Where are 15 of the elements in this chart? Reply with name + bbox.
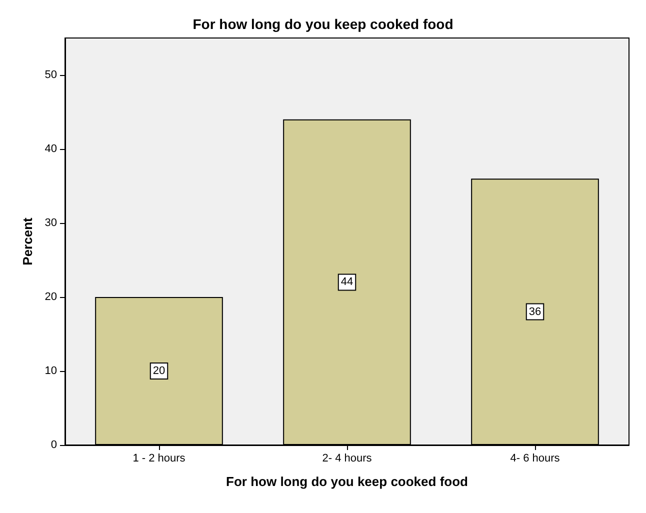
data-label: 20: [152, 365, 166, 377]
y-axis-title: Percent: [20, 216, 35, 266]
y-tick-label: 20: [44, 291, 57, 303]
chart-title: For how long do you keep cooked food: [192, 16, 454, 32]
data-label: 44: [340, 276, 354, 288]
y-tick-label: 0: [50, 439, 57, 451]
x-tick-label: 1 - 2 hours: [132, 452, 186, 464]
y-tick-label: 10: [44, 365, 57, 377]
y-tick-label: 50: [44, 69, 57, 81]
x-tick-label: 4- 6 hours: [510, 452, 560, 464]
data-label: 36: [528, 306, 542, 318]
y-tick-label: 30: [44, 217, 57, 229]
x-tick-label: 2- 4 hours: [322, 452, 372, 464]
x-axis-title: For how long do you keep cooked food: [226, 474, 468, 489]
y-tick-label: 40: [44, 143, 57, 155]
